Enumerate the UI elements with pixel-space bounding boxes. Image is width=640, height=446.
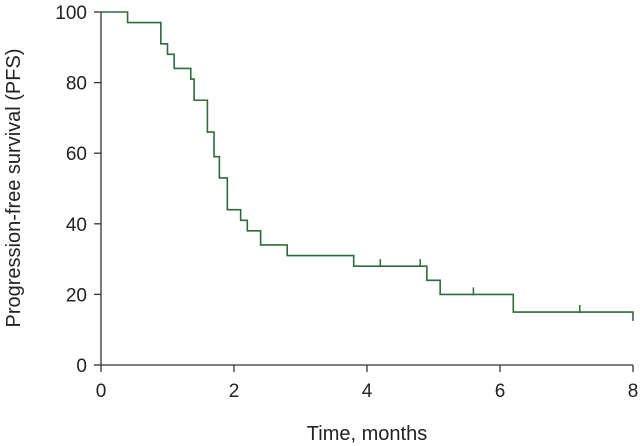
y-tick-label: 100: [55, 3, 87, 24]
y-tick-label: 40: [66, 215, 87, 236]
x-tick-label: 4: [362, 381, 373, 402]
plot-area: [101, 11, 634, 321]
y-tick-label: 20: [66, 285, 87, 306]
y-tick-label: 60: [66, 144, 87, 165]
y-tick-label: 0: [76, 356, 87, 377]
ticks: 0 20 40 60 80 100 0 2 4 6 8: [55, 3, 638, 402]
x-tick-label: 2: [229, 381, 240, 402]
x-axis-title: Time, months: [307, 423, 427, 445]
survival-step-line: [101, 11, 634, 321]
y-tick-label: 80: [66, 74, 87, 95]
x-tick-label: 0: [96, 381, 107, 402]
x-tick-label: 6: [495, 381, 506, 402]
y-axis-title: Progression-free survival (PFS): [3, 49, 25, 328]
x-tick-label: 8: [628, 381, 639, 402]
